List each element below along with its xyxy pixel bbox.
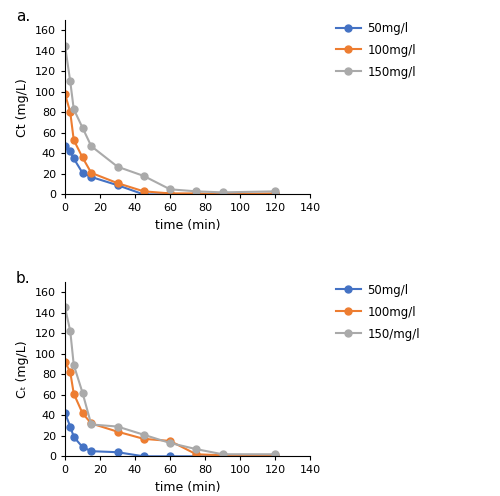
150mg/l [193,188,199,194]
100mg/l [167,438,173,444]
100mg/l [193,190,199,196]
150mg/l [167,186,173,192]
50mg/l [193,191,199,197]
50mg/l [114,182,120,188]
100mg/l [80,410,86,416]
100mg/l [141,188,147,194]
50mg/l [167,191,173,197]
150mg/l [220,189,226,195]
150/mg/l [62,305,68,310]
100mg/l [62,91,68,97]
100mg/l [220,452,226,458]
150/mg/l [67,328,73,334]
100mg/l [71,391,77,397]
Line: 100mg/l: 100mg/l [62,359,278,459]
100mg/l [114,180,120,186]
150/mg/l [80,390,86,396]
X-axis label: time (min): time (min) [155,219,220,232]
Legend: 50mg/l, 100mg/l, 150mg/l: 50mg/l, 100mg/l, 150mg/l [336,22,416,79]
150mg/l [62,43,68,49]
150/mg/l [167,440,173,446]
100mg/l [88,170,94,176]
50mg/l [71,156,77,162]
50mg/l [67,424,73,430]
150/mg/l [88,422,94,428]
Line: 100mg/l: 100mg/l [62,90,278,198]
150mg/l [272,188,278,194]
50mg/l [71,434,77,440]
100mg/l [71,137,77,143]
50mg/l [80,170,86,176]
100mg/l [114,429,120,434]
Line: 150/mg/l: 150/mg/l [62,304,278,458]
50mg/l [62,143,68,149]
50mg/l [114,449,120,455]
150/mg/l [141,432,147,438]
50mg/l [62,410,68,416]
100mg/l [88,421,94,427]
150mg/l [71,106,77,112]
100mg/l [193,451,199,457]
Text: b.: b. [16,271,30,286]
100mg/l [67,109,73,115]
50mg/l [67,148,73,154]
100mg/l [62,359,68,365]
Y-axis label: Cₜ (mg/L): Cₜ (mg/L) [16,340,30,398]
Legend: 50mg/l, 100mg/l, 150/mg/l: 50mg/l, 100mg/l, 150/mg/l [336,284,420,341]
150mg/l [114,164,120,170]
50mg/l [80,444,86,450]
100mg/l [167,190,173,196]
100mg/l [272,190,278,196]
150mg/l [80,124,86,130]
50mg/l [141,453,147,459]
150/mg/l [220,451,226,457]
50mg/l [220,191,226,197]
150mg/l [88,143,94,149]
Line: 50mg/l: 50mg/l [62,410,278,460]
100mg/l [80,154,86,160]
100mg/l [272,452,278,458]
50mg/l [88,174,94,180]
150/mg/l [114,424,120,430]
150mg/l [67,78,73,84]
150/mg/l [272,451,278,457]
50mg/l [193,453,199,459]
50mg/l [141,191,147,197]
Text: a.: a. [16,9,30,24]
150/mg/l [193,446,199,452]
100mg/l [220,191,226,197]
50mg/l [272,453,278,459]
100mg/l [141,436,147,442]
50mg/l [272,191,278,197]
150mg/l [141,173,147,179]
50mg/l [88,448,94,454]
X-axis label: time (min): time (min) [155,481,220,494]
Y-axis label: Ct (mg/L): Ct (mg/L) [16,78,30,136]
Line: 150mg/l: 150mg/l [62,42,278,196]
50mg/l [167,453,173,459]
Line: 50mg/l: 50mg/l [62,143,278,198]
100mg/l [67,369,73,375]
150/mg/l [71,362,77,368]
50mg/l [220,453,226,459]
